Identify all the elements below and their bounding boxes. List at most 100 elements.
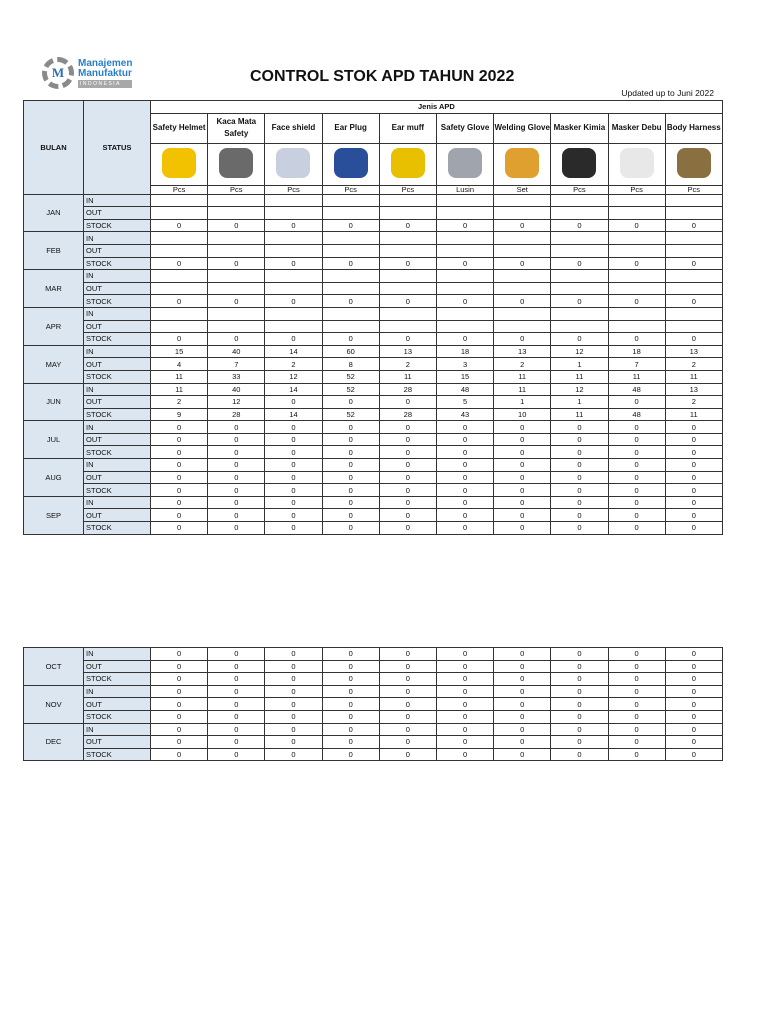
value-cell: 0 <box>493 483 552 497</box>
value-cell: 0 <box>207 256 266 271</box>
value-cell: 0 <box>321 659 380 674</box>
value-cell: 0 <box>264 659 323 674</box>
value-cell: 0 <box>607 747 666 762</box>
value-cell: 0 <box>550 709 609 724</box>
status-label: IN <box>83 458 151 472</box>
table-row-jan-in: JAN IN <box>23 193 723 233</box>
value-cell: 0 <box>321 672 380 686</box>
value-cell: 0 <box>378 722 437 737</box>
value-cell: 52 <box>321 407 380 422</box>
item-image <box>550 142 609 186</box>
value-cell: 13 <box>378 344 437 359</box>
value-cell <box>550 319 609 334</box>
item-unit: Pcs <box>321 184 380 195</box>
value-cell <box>378 193 437 208</box>
value-cell: 0 <box>550 735 609 749</box>
value-cell: 0 <box>207 697 266 711</box>
value-cell: 14 <box>264 382 323 397</box>
status-label: IN <box>83 306 151 321</box>
month-label: FEB <box>23 231 84 271</box>
value-cell: 0 <box>607 445 666 460</box>
status-label: IN <box>83 193 151 208</box>
value-cell: 0 <box>607 709 666 724</box>
value-cell: 2 <box>264 357 323 371</box>
status-label: STOCK <box>83 369 151 384</box>
item-name: Body Harness <box>664 112 723 144</box>
item-name: Safety Glove <box>435 112 495 144</box>
value-cell: 0 <box>550 521 609 535</box>
value-cell: 0 <box>378 709 437 724</box>
welding-glove-icon <box>505 148 540 179</box>
value-cell: 0 <box>207 470 266 485</box>
value-cell: 0 <box>664 332 723 346</box>
value-cell <box>607 206 666 220</box>
value-cell: 52 <box>321 382 380 397</box>
value-cell: 0 <box>664 672 723 686</box>
value-cell <box>207 269 266 283</box>
value-cell: 0 <box>378 508 437 523</box>
value-cell: 0 <box>264 294 323 308</box>
value-cell: 0 <box>664 747 723 762</box>
value-cell: 12 <box>264 369 323 384</box>
value-cell: 11 <box>493 369 552 384</box>
value-cell: 0 <box>321 395 380 409</box>
value-cell <box>321 231 380 245</box>
value-cell: 0 <box>378 697 437 711</box>
value-cell: 60 <box>321 344 380 359</box>
value-cell: 0 <box>378 735 437 749</box>
value-cell: 0 <box>149 709 209 724</box>
value-cell: 0 <box>207 672 266 686</box>
ear-plug-icon <box>333 148 368 179</box>
value-cell: 0 <box>264 495 323 510</box>
status-label: IN <box>83 684 151 699</box>
value-cell: 0 <box>264 445 323 460</box>
value-cell: 0 <box>321 684 380 699</box>
status-label: STOCK <box>83 521 151 535</box>
value-cell: 0 <box>149 697 209 711</box>
month-label: NOV <box>23 684 84 724</box>
value-cell <box>264 206 323 220</box>
value-cell <box>321 243 380 258</box>
value-cell: 3 <box>435 357 495 371</box>
value-cell <box>664 281 723 296</box>
value-cell: 0 <box>378 432 437 447</box>
value-cell: 0 <box>207 747 266 762</box>
value-cell <box>207 231 266 245</box>
item-name: Masker Debu <box>607 112 666 144</box>
value-cell: 12 <box>207 395 266 409</box>
month-label: SEP <box>23 495 84 535</box>
value-cell: 0 <box>207 659 266 674</box>
status-label: STOCK <box>83 747 151 762</box>
item-unit: Lusin <box>435 184 495 195</box>
value-cell: 0 <box>607 735 666 749</box>
value-cell: 15 <box>149 344 209 359</box>
value-cell: 0 <box>207 647 266 661</box>
value-cell <box>378 306 437 321</box>
value-cell: 0 <box>550 659 609 674</box>
value-cell: 0 <box>435 294 495 308</box>
value-cell: 0 <box>435 709 495 724</box>
value-cell <box>321 193 380 208</box>
status-label: OUT <box>83 432 151 447</box>
value-cell: 0 <box>607 684 666 699</box>
value-cell: 0 <box>664 722 723 737</box>
status-label: STOCK <box>83 332 151 346</box>
value-cell: 0 <box>664 483 723 497</box>
value-cell: 0 <box>493 470 552 485</box>
respirator-icon <box>562 148 597 179</box>
value-cell: 0 <box>435 508 495 523</box>
table-row-oct-stock: STOCK 0 0 0 0 0 0 0 0 0 0 <box>24 672 723 686</box>
value-cell: 0 <box>493 294 552 308</box>
status-label: OUT <box>83 206 151 220</box>
value-cell <box>664 231 723 245</box>
value-cell: 0 <box>607 332 666 346</box>
table-row-may-in: MAY IN 15 40 14 60 13 18 13 12 18 13 <box>23 344 723 384</box>
value-cell: 0 <box>321 722 380 737</box>
value-cell: 0 <box>378 256 437 271</box>
table-row-nov-in: NOV IN 0 0 0 0 0 0 0 0 0 0 <box>23 684 723 724</box>
value-cell: 0 <box>149 420 209 434</box>
value-cell: 0 <box>378 672 437 686</box>
value-cell: 11 <box>607 369 666 384</box>
dust-mask-icon <box>619 148 654 179</box>
value-cell <box>378 281 437 296</box>
